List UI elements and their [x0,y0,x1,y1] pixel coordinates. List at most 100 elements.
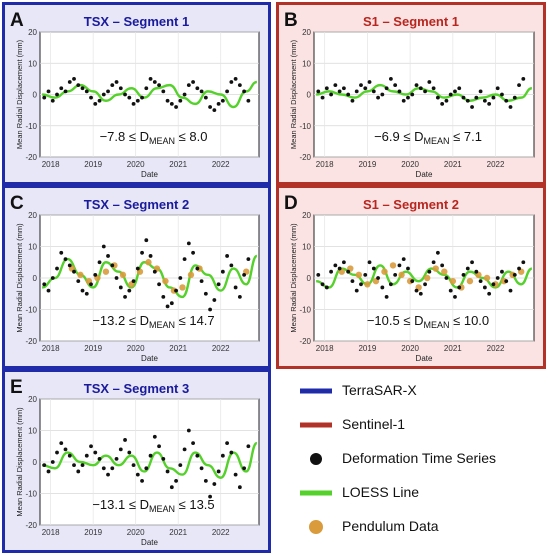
deformation-point [191,441,195,445]
deformation-point [93,272,98,277]
deformation-point [346,269,351,274]
deformation-point [320,282,325,287]
deformation-point [191,250,195,255]
panel-letter: B [284,10,298,31]
deformation-point [50,460,55,464]
deformation-point [474,269,479,274]
deformation-point [93,450,98,455]
annotation-subscript: MEAN [149,136,175,146]
deformation-point [199,89,204,94]
y-tick-label: -20 [299,337,311,346]
deformation-point [144,466,149,471]
deformation-point [42,282,47,287]
deformation-point [72,463,76,468]
y-tick-label: -20 [25,337,37,346]
y-tick-label: -10 [25,306,37,315]
deformation-point [110,83,115,88]
y-tick-label: -20 [25,153,37,162]
deformation-point [440,263,445,268]
deformation-point [388,76,393,81]
pendulum-point [102,268,110,275]
deformation-point [246,257,251,261]
deformation-point [342,260,346,265]
legend-swatch-pendulum-dot [309,520,323,534]
pendulum-point [145,259,152,266]
deformation-point [448,92,453,97]
deformation-point [371,266,376,271]
deformation-point [316,89,321,94]
x-tick-label: 2022 [487,160,505,169]
deformation-point [435,95,440,100]
deformation-point [229,450,234,455]
deformation-point [329,92,333,97]
deformation-point [131,279,136,284]
deformation-point [55,450,59,455]
deformation-point [329,269,333,274]
pendulum-point [381,268,388,275]
deformation-point [504,98,509,103]
deformation-point [169,101,174,106]
deformation-point [212,108,217,113]
deformation-point [63,257,68,261]
deformation-point [84,453,89,458]
deformation-point [203,479,208,483]
deformation-point [199,466,204,471]
deformation-point [470,260,474,265]
y-axis-label: Mean Radial Displacement (mm) [289,39,298,149]
deformation-point [59,250,64,255]
deformation-point [504,279,509,284]
chart-svg: -20 -10 0 10 20 2018 2019 2020 2021 2022 Date Mean … [276,2,546,185]
deformation-point [478,89,483,94]
x-tick-label: 2020 [127,528,145,537]
y-tick-label: 20 [302,211,311,220]
x-axis-label: Date [141,170,158,179]
annotation-subscript: MEAN [149,320,175,330]
deformation-point [203,291,208,296]
annotation-subscript: MEAN [423,136,449,146]
y-tick-label: 20 [28,28,37,37]
deformation-point [363,86,368,91]
panel-e-tsx-segment-3: -20 -10 0 10 20 2018 2019 2020 2021 2022 Date Mean … [2,369,271,553]
pendulum-point [441,268,448,275]
annotation-suffix: ≤ 7.1 [450,129,482,144]
legend-label: Pendulum Data [342,518,439,534]
x-axis-label: Date [141,538,158,547]
deformation-point [491,95,496,100]
deformation-point [127,288,132,293]
deformation-point [461,272,466,277]
deformation-point [220,269,225,274]
deformation-point [89,282,93,287]
deformation-point [354,288,359,293]
deformation-point [384,295,389,299]
deformation-point [80,86,85,91]
deformation-point [169,301,174,306]
x-tick-label: 2018 [42,160,60,169]
deformation-point [414,83,419,88]
deformation-point [203,95,208,100]
range-annotation: −6.9 ≤ DMEAN ≤ 7.1 [374,129,482,146]
deformation-point [195,266,200,271]
annotation-suffix: ≤ 10.0 [449,313,489,328]
deformation-point [384,86,389,91]
deformation-point [178,463,183,468]
deformation-point [63,89,68,94]
deformation-point [157,282,161,287]
annotation-subscript: MEAN [423,320,449,330]
deformation-point [106,472,110,477]
panel-title: S1 – Segment 1 [363,14,459,29]
deformation-point [84,291,89,296]
deformation-point [225,441,230,445]
deformation-point [178,98,183,103]
x-tick-label: 2022 [212,528,230,537]
x-tick-label: 2022 [212,344,230,353]
pendulum-point [179,284,186,291]
deformation-point [478,279,483,284]
legend-item-deformation-time-series: Deformation Time Series [276,444,546,474]
deformation-point [457,285,462,290]
deformation-point [101,92,106,97]
deformation-point [97,98,102,103]
deformation-point [118,86,123,91]
pendulum-point [119,271,127,279]
deformation-point [233,472,238,477]
deformation-point [346,92,351,97]
